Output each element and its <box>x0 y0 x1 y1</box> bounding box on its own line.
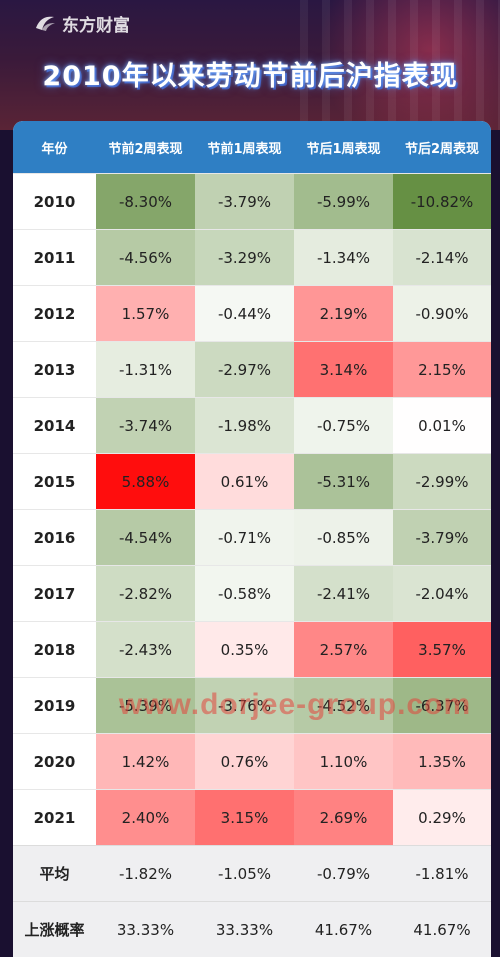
year-cell: 2015 <box>13 454 96 509</box>
value-cell: -0.85% <box>294 510 393 565</box>
value-cell: 2.15% <box>393 342 491 397</box>
value-cell: 0.61% <box>195 454 294 509</box>
summary-label: 平均 <box>39 865 70 883</box>
value-cell: -2.43% <box>96 622 195 677</box>
value-cell: -2.99% <box>393 454 491 509</box>
value-cell: -5.31% <box>294 454 393 509</box>
year-cell: 2019 <box>13 678 96 733</box>
value-cell: -5.39% <box>96 678 195 733</box>
value-cell: 1.10% <box>294 734 393 789</box>
summary-value: -1.81% <box>415 864 469 883</box>
table-row: 2010 -8.30% -3.79% -5.99% -10.82% <box>13 173 491 229</box>
year-cell: 2014 <box>13 398 96 453</box>
table-row: 2016 -4.54% -0.71% -0.85% -3.79% <box>13 509 491 565</box>
table-row: 2020 1.42% 0.76% 1.10% 1.35% <box>13 733 491 789</box>
value-cell: -4.54% <box>96 510 195 565</box>
value-cell: -3.74% <box>96 398 195 453</box>
summary-label: 上涨概率 <box>24 921 85 939</box>
table-row: 2013 -1.31% -2.97% 3.14% 2.15% <box>13 341 491 397</box>
value-cell: -2.82% <box>96 566 195 621</box>
summary-row: 上涨概率 33.33% 33.33% 41.67% 41.67% <box>13 901 491 957</box>
year-cell: 2018 <box>13 622 96 677</box>
value-cell: 3.14% <box>294 342 393 397</box>
value-cell: 2.69% <box>294 790 393 845</box>
table-row: 2021 2.40% 3.15% 2.69% 0.29% <box>13 789 491 845</box>
brand-logo-icon <box>36 16 55 31</box>
value-cell: -6.37% <box>393 678 491 733</box>
summary-value: -1.05% <box>217 864 272 883</box>
value-cell: -2.97% <box>195 342 294 397</box>
value-cell: -3.79% <box>393 510 491 565</box>
table-row: 2018 -2.43% 0.35% 2.57% 3.57% <box>13 621 491 677</box>
value-cell: -1.31% <box>96 342 195 397</box>
summary-value: 41.67% <box>413 920 471 939</box>
year-cell: 2010 <box>13 174 96 229</box>
year-cell: 2021 <box>13 790 96 845</box>
summary-value: -1.82% <box>118 864 173 883</box>
year-cell: 2013 <box>13 342 96 397</box>
value-cell: 2.19% <box>294 286 393 341</box>
table-body: 2010 -8.30% -3.79% -5.99% -10.82% 2011 -4.56% -… <box>13 173 491 957</box>
column-header: 节后1周表现 <box>306 141 381 157</box>
banner-glow <box>300 0 500 130</box>
table-row: 2012 1.57% -0.44% 2.19% -0.90% <box>13 285 491 341</box>
value-cell: -4.56% <box>96 230 195 285</box>
value-cell: -2.41% <box>294 566 393 621</box>
value-cell: -0.58% <box>195 566 294 621</box>
value-cell: 2.57% <box>294 622 393 677</box>
value-cell: -2.04% <box>393 566 491 621</box>
year-cell: 2016 <box>13 510 96 565</box>
value-cell: 1.35% <box>393 734 491 789</box>
header-banner: 东方财富 2010年以来劳动节前后沪指表现 <box>0 0 500 130</box>
summary-value: 33.33% <box>116 920 175 939</box>
table-header: 年份 节前2周表现 节前1周表现 节后1周表现 节后2周表现 <box>13 121 491 173</box>
year-cell: 2012 <box>13 286 96 341</box>
value-cell: -0.90% <box>393 286 491 341</box>
value-cell: -1.34% <box>294 230 393 285</box>
value-cell: -4.52% <box>294 678 393 733</box>
value-cell: -0.75% <box>294 398 393 453</box>
value-cell: -2.14% <box>393 230 491 285</box>
column-header: 年份 <box>41 141 68 157</box>
value-cell: 0.76% <box>195 734 294 789</box>
summary-value: -0.79% <box>316 864 371 883</box>
summary-value: 41.67% <box>314 920 373 939</box>
value-cell: -8.30% <box>96 174 195 229</box>
value-cell: 1.42% <box>96 734 195 789</box>
value-cell: -3.79% <box>195 174 294 229</box>
table-row: 2014 -3.74% -1.98% -0.75% 0.01% <box>13 397 491 453</box>
summary-value: 33.33% <box>215 920 274 939</box>
year-cell: 2011 <box>13 230 96 285</box>
value-cell: -1.98% <box>195 398 294 453</box>
table-row: 2017 -2.82% -0.58% -2.41% -2.04% <box>13 565 491 621</box>
value-cell: 2.40% <box>96 790 195 845</box>
table-row: 2019 -5.39% -3.76% -4.52% -6.37% <box>13 677 491 733</box>
column-header: 节后2周表现 <box>404 141 480 157</box>
summary-row: 平均 -1.82% -1.05% -0.79% -1.81% <box>13 845 491 901</box>
table-row: 2011 -4.56% -3.29% -1.34% -2.14% <box>13 229 491 285</box>
year-cell: 2020 <box>13 734 96 789</box>
value-cell: 3.15% <box>195 790 294 845</box>
column-header: 节前1周表现 <box>207 141 282 157</box>
value-cell: 5.88% <box>96 454 195 509</box>
brand: 东方财富 <box>34 10 130 36</box>
value-cell: -3.29% <box>195 230 294 285</box>
value-cell: 0.29% <box>393 790 491 845</box>
value-cell: -3.76% <box>195 678 294 733</box>
value-cell: -0.44% <box>195 286 294 341</box>
value-cell: -10.82% <box>393 174 491 229</box>
value-cell: 0.01% <box>393 398 491 453</box>
banner-stripes <box>300 0 500 130</box>
brand-name: 东方财富 <box>62 15 130 36</box>
column-header: 节前2周表现 <box>108 141 183 157</box>
performance-table: 年份 节前2周表现 节前1周表现 节后1周表现 节后2周表现 2010 -8.30% -3.… <box>13 121 491 957</box>
table-row: 2015 5.88% 0.61% -5.31% -2.99% <box>13 453 491 509</box>
value-cell: -5.99% <box>294 174 393 229</box>
value-cell: 1.57% <box>96 286 195 341</box>
year-cell: 2017 <box>13 566 96 621</box>
page-title: 2010年以来劳动节前后沪指表现 <box>42 61 458 92</box>
value-cell: 3.57% <box>393 622 491 677</box>
value-cell: -0.71% <box>195 510 294 565</box>
value-cell: 0.35% <box>195 622 294 677</box>
